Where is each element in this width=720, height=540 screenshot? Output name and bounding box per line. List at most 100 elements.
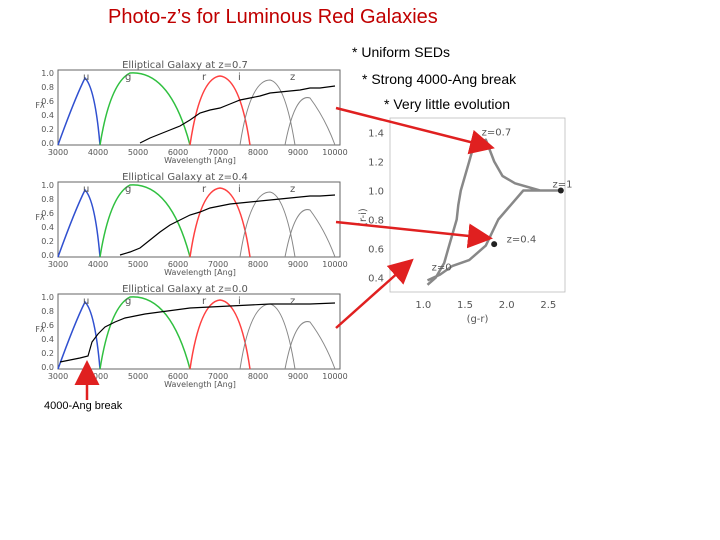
sed-panel-title: Elliptical Galaxy at z=0.4 [122, 172, 248, 183]
cc-plot-frame [389, 117, 566, 293]
xtick: 5000 [128, 260, 148, 269]
filter-label-r: r [202, 296, 207, 307]
cc-ytick: 1.0 [368, 187, 384, 198]
sed-yticks: 1.0 0.8 0.6 0.4 0.2 0.0 [41, 69, 54, 148]
xtick: 10000 [322, 148, 347, 157]
sed-panel-z00: Elliptical Galaxy at z=0.0 u g r i z 300… [35, 284, 347, 389]
slide-title: Photo-z’s for Luminous Red Galaxies [108, 6, 438, 28]
arrow-to-z07 [335, 106, 495, 155]
xtick: 4000 [88, 148, 108, 157]
g-band-curve [99, 184, 191, 258]
ytick: 1.0 [41, 69, 54, 78]
ytick: 0.0 [41, 139, 54, 148]
filter-label-i: i [238, 72, 241, 83]
sed-filter-curves [57, 72, 336, 146]
sed-ylabel: Fλ [35, 213, 45, 222]
sed-filter-curves [57, 184, 336, 258]
ytick: 0.6 [41, 209, 54, 218]
xtick: 8000 [248, 148, 268, 157]
sed-yticks: 1.0 0.8 0.6 0.4 0.2 0.0 [41, 293, 54, 372]
ytick: 0.4 [41, 335, 54, 344]
sed-filter-labels: u g r i z [83, 184, 295, 195]
ytick: 1.0 [41, 293, 54, 302]
filter-label-g: g [125, 296, 131, 307]
ytick: 0.2 [41, 125, 54, 134]
ytick: 0.6 [41, 321, 54, 330]
cc-xtick: 2.5 [540, 300, 556, 311]
filter-label-u: u [83, 72, 89, 83]
sed-ylabel: Fλ [35, 325, 45, 334]
cc-xlabel: (g-r) [467, 314, 489, 325]
g-band-curve [99, 296, 191, 370]
g-band-curve [99, 72, 191, 146]
bullet-little-evolution: * Very little evolution [384, 96, 511, 112]
break-caption: 4000-Ang break [44, 400, 123, 412]
z-band-curve [284, 321, 336, 370]
u-band-curve [57, 300, 101, 370]
ytick: 0.2 [41, 237, 54, 246]
xtick: 9000 [288, 260, 308, 269]
sed-xticks: 3000 4000 5000 6000 7000 8000 9000 10000 [48, 148, 348, 157]
sed-xticks: 3000 4000 5000 6000 7000 8000 9000 10000 [48, 260, 348, 269]
filter-label-z: z [290, 296, 295, 307]
arrow-to-z04 [335, 220, 493, 249]
filter-label-i: i [238, 296, 241, 307]
filter-label-z: z [290, 72, 295, 83]
cc-xtick: 1.0 [415, 300, 431, 311]
xtick: 6000 [168, 372, 188, 381]
bullet-4000-break: * Strong 4000-Ang break [362, 71, 517, 87]
sed-filter-labels: u g r i z [83, 296, 295, 307]
r-band-curve [189, 187, 251, 258]
z-band-curve [284, 209, 336, 258]
cc-ytick: 0.8 [368, 216, 384, 227]
cc-xtick: 2.0 [499, 300, 515, 311]
ytick: 0.8 [41, 195, 54, 204]
sed-ylabel: Fλ [35, 101, 45, 110]
sed-plot-frame [57, 181, 341, 258]
i-band-curve [239, 79, 296, 146]
r-band-curve [189, 75, 251, 146]
filter-label-i: i [238, 184, 241, 195]
sed-xlabel: Wavelength [Ang] [164, 156, 236, 165]
ytick: 0.8 [41, 83, 54, 92]
color-color-plot: 1.0 1.5 2.0 2.5 1.4 1.2 1.0 0.8 0.6 0.4 (g-r) (r-i)… [358, 117, 573, 325]
xtick: 5000 [128, 148, 148, 157]
cc-redshift-label: z=1 [553, 180, 573, 191]
filter-label-z: z [290, 184, 295, 195]
cc-ytick: 1.4 [368, 129, 384, 140]
u-band-curve [57, 76, 101, 146]
xtick: 6000 [168, 260, 188, 269]
xtick: 10000 [322, 260, 347, 269]
xtick: 7000 [208, 260, 228, 269]
sed-spectrum-line [59, 302, 336, 363]
sed-panel-title: Elliptical Galaxy at z=0.7 [122, 60, 248, 71]
xtick: 7000 [208, 148, 228, 157]
xtick: 10000 [322, 372, 347, 381]
cc-track-marker [491, 241, 498, 248]
sed-plot-frame [57, 293, 341, 370]
sed-filter-labels: u g r i z [83, 72, 295, 83]
sed-panel-title: Elliptical Galaxy at z=0.0 [122, 284, 248, 295]
ytick: 0.6 [41, 97, 54, 106]
cc-ytick: 0.4 [368, 274, 384, 285]
ytick: 0.0 [41, 363, 54, 372]
sed-xlabel: Wavelength [Ang] [164, 268, 236, 277]
u-band-curve [57, 188, 101, 258]
cc-track-marker [557, 187, 564, 194]
r-band-curve [189, 299, 251, 370]
filter-label-r: r [202, 184, 207, 195]
filter-label-r: r [202, 72, 207, 83]
xtick: 6000 [168, 148, 188, 157]
sed-spectrum-line [119, 194, 336, 256]
ytick: 1.0 [41, 181, 54, 190]
xtick: 7000 [208, 372, 228, 381]
xtick: 3000 [48, 148, 68, 157]
filter-label-u: u [83, 296, 89, 307]
ytick: 0.0 [41, 251, 54, 260]
sed-filter-curves [57, 296, 336, 370]
ytick: 0.2 [41, 349, 54, 358]
xtick: 4000 [88, 372, 108, 381]
xtick: 3000 [48, 260, 68, 269]
xtick: 9000 [288, 148, 308, 157]
